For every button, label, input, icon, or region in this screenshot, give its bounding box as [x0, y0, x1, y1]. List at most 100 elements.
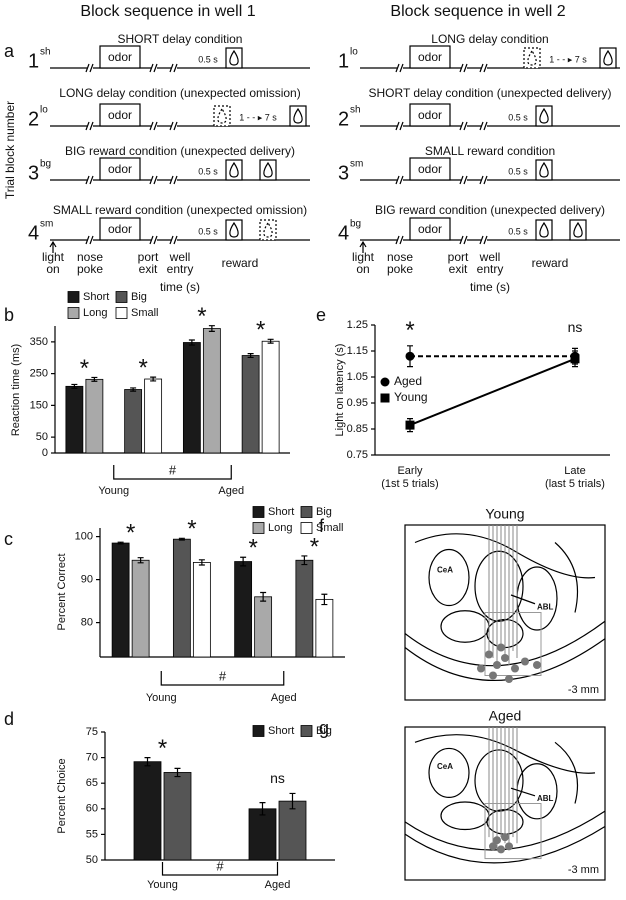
block-number: 3 — [28, 162, 39, 184]
axis-break-gap — [461, 66, 467, 70]
axis-break — [153, 121, 158, 131]
bar — [278, 800, 307, 861]
point — [380, 393, 390, 403]
y-tick-label: 100 — [75, 531, 93, 543]
event-label: poke — [387, 262, 413, 276]
legend-label: Long — [83, 307, 107, 319]
bar — [144, 378, 163, 454]
axis-break — [173, 235, 178, 245]
axis-break — [169, 235, 174, 245]
section-contour — [414, 533, 596, 579]
recording-site — [493, 836, 501, 845]
axis-break — [395, 175, 400, 185]
error-bar — [174, 767, 181, 778]
region-outline — [474, 749, 524, 812]
y-tick-label: 1.05 — [347, 371, 368, 383]
bar — [248, 808, 277, 861]
bracket-label: # — [216, 858, 224, 873]
odor-pulse — [99, 217, 141, 241]
x-axis-label: time (s) — [470, 280, 510, 294]
condition-label: LONG delay condition (unexpected omissio… — [59, 86, 300, 100]
odor-pulse — [409, 45, 451, 69]
error-bar — [259, 802, 266, 816]
block-superscript: sm — [40, 219, 53, 230]
x-tick-label: Late — [564, 465, 585, 477]
axis-break-gap — [481, 238, 487, 242]
axis-break — [483, 63, 488, 73]
bar — [261, 340, 280, 454]
axis-break — [169, 175, 174, 185]
region-outline — [428, 548, 470, 607]
axis-break — [399, 63, 404, 73]
axis-break — [89, 175, 94, 185]
axis-break — [483, 235, 488, 245]
electrode-bundle — [484, 612, 542, 676]
odor-pulse — [99, 157, 141, 181]
event-label: entry — [477, 262, 504, 276]
odor-pulse — [409, 103, 451, 127]
y-tick-label: 0 — [42, 447, 48, 459]
axis-break — [463, 63, 468, 73]
significance-label: ns — [270, 770, 285, 786]
light-on-arrow — [359, 240, 367, 253]
axis-break-gap — [461, 124, 467, 128]
axis-break — [85, 63, 90, 73]
significance-label: * — [158, 735, 167, 762]
delay-label: 0.5 s — [198, 226, 218, 236]
panel-title: Young — [485, 506, 524, 522]
y-tick-label: 50 — [86, 854, 98, 866]
error-bar — [247, 353, 254, 359]
reward-drop — [263, 161, 273, 178]
event-label: well — [169, 250, 191, 264]
recording-site — [493, 661, 501, 669]
event-label: exit — [449, 262, 468, 276]
error-bar — [178, 537, 185, 541]
bar — [192, 562, 211, 658]
bar — [131, 559, 150, 658]
block-number: 1 — [338, 50, 349, 72]
event-label: poke — [77, 262, 103, 276]
comparison-bracket — [113, 465, 232, 480]
legend-swatch — [67, 291, 80, 303]
y-axis-label: Percent Correct — [56, 553, 68, 630]
legend-label: Small — [131, 307, 159, 319]
delay-label: 0.5 s — [198, 54, 218, 64]
bar — [133, 761, 162, 861]
region-outline — [554, 542, 579, 613]
panel-letter: c — [4, 529, 13, 549]
event-label: entry — [167, 262, 194, 276]
delay-label: 1 - - ▸ 7 s — [549, 54, 587, 64]
axis-break-gap — [151, 124, 157, 128]
recording-site — [497, 643, 505, 652]
significance-label: * — [256, 317, 265, 344]
y-tick-label: 60 — [86, 803, 98, 815]
significance-label: * — [126, 520, 135, 547]
comparison-bracket — [160, 671, 285, 686]
block-number: 4 — [28, 222, 39, 244]
event-label: reward — [222, 256, 259, 270]
point — [380, 377, 390, 387]
axis-break — [463, 121, 468, 131]
axis-break — [479, 175, 484, 185]
significance-label: * — [197, 303, 206, 330]
axis-break — [459, 175, 464, 185]
panel-title: Aged — [489, 708, 522, 724]
axis-break — [153, 175, 158, 185]
region-outline — [428, 747, 470, 798]
condition-label: SMALL reward condition (unexpected omiss… — [53, 203, 307, 217]
error-bar — [188, 339, 195, 346]
axis-break-gap — [461, 238, 467, 242]
odor-label: odor — [108, 162, 132, 176]
bar — [182, 342, 201, 454]
significance-label: * — [405, 317, 414, 344]
block-superscript: sh — [40, 47, 51, 58]
axis-break — [173, 175, 178, 185]
y-tick-label: 0.95 — [347, 397, 368, 409]
region-outline — [474, 550, 524, 622]
legend-label: Big — [316, 725, 332, 737]
error-bar — [267, 338, 274, 344]
legend-swatch — [252, 522, 265, 534]
error-bar — [117, 541, 124, 545]
event-label: light — [352, 250, 375, 264]
x-axis-label: time (s) — [160, 280, 200, 294]
